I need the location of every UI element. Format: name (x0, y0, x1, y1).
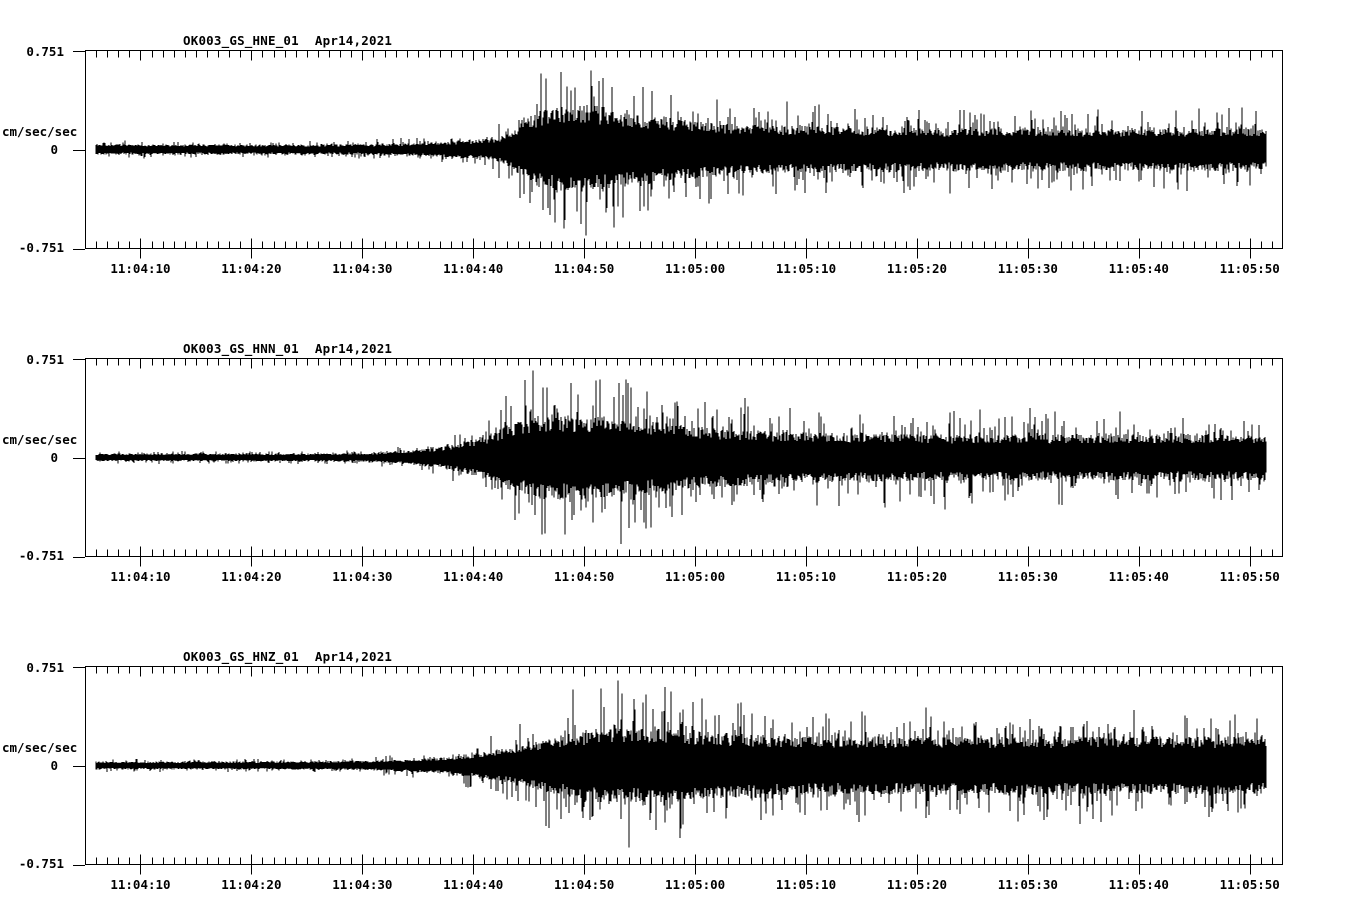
y-axis-min-label: -0.751 (18, 856, 64, 871)
x-tick-label: 11:05:10 (775, 261, 837, 276)
x-tick-label: 11:05:20 (886, 569, 948, 584)
x-tick-label: 11:05:50 (1219, 569, 1280, 584)
x-tick-label: 11:05:40 (1108, 569, 1169, 584)
y-axis-min-label: -0.751 (18, 548, 64, 563)
x-tick-label: 11:04:30 (332, 261, 393, 276)
panel-title-date: Apr14,2021 (314, 33, 393, 48)
y-axis-unit-label: cm/sec/sec (2, 431, 78, 447)
y-axis-zero-label: 0 (50, 449, 58, 465)
x-tick-label: 11:05:30 (997, 569, 1058, 584)
y-axis-unit-label: cm/sec/sec (2, 739, 78, 755)
panel-title-station: OK003_GS_HNN_01 (183, 341, 299, 356)
x-tick-label: 11:05:40 (1108, 877, 1169, 892)
x-tick-label: 11:05:00 (664, 261, 726, 276)
x-tick-label: 11:04:20 (221, 877, 282, 892)
x-tick-label: 11:04:40 (443, 261, 504, 276)
y-axis-min-label: -0.751 (18, 240, 64, 255)
x-tick-label: 11:04:20 (221, 261, 282, 276)
panel-title-station: OK003_GS_HNE_01 (183, 33, 299, 48)
x-tick-label: 11:05:00 (664, 877, 726, 892)
x-tick-label: 11:05:10 (775, 877, 837, 892)
y-axis-max-label: 0.751 (26, 44, 64, 59)
x-tick-label: 11:04:50 (554, 261, 615, 276)
panel-title-date: Apr14,2021 (314, 649, 393, 664)
x-tick-label: 11:04:40 (443, 877, 504, 892)
panel-title-date: Apr14,2021 (314, 341, 393, 356)
y-axis-max-label: 0.751 (26, 352, 64, 367)
seismic-trace-hnz (95, 680, 1267, 848)
y-axis-zero-label: 0 (50, 141, 58, 157)
x-tick-label: 11:05:40 (1108, 261, 1169, 276)
x-tick-label: 11:04:50 (554, 877, 615, 892)
x-tick-label: 11:04:40 (443, 569, 504, 584)
y-axis-zero-label: 0 (50, 757, 58, 773)
x-tick-label: 11:04:30 (332, 569, 393, 584)
x-tick-label: 11:04:20 (221, 569, 282, 584)
panel-title: OK003_GS_HNZ_01 Apr14,2021 (183, 649, 392, 664)
x-tick-label: 11:05:30 (997, 261, 1058, 276)
x-tick-label: 11:04:10 (110, 877, 171, 892)
x-tick-label: 11:05:30 (997, 877, 1058, 892)
panel-title-station: OK003_GS_HNZ_01 (183, 649, 299, 664)
x-tick-label: 11:05:50 (1219, 877, 1280, 892)
x-tick-label: 11:05:10 (775, 569, 837, 584)
x-tick-label: 11:05:00 (664, 569, 726, 584)
y-axis-unit-label: cm/sec/sec (2, 123, 78, 139)
x-tick-label: 11:04:10 (110, 569, 171, 584)
panel-title: OK003_GS_HNN_01 Apr14,2021 (183, 341, 392, 356)
x-tick-label: 11:05:20 (886, 261, 948, 276)
x-tick-label: 11:04:30 (332, 877, 393, 892)
y-axis-max-label: 0.751 (26, 660, 64, 675)
panel-title: OK003_GS_HNE_01 Apr14,2021 (183, 33, 392, 48)
x-tick-label: 11:04:10 (110, 261, 171, 276)
x-tick-label: 11:04:50 (554, 569, 615, 584)
x-tick-label: 11:05:20 (886, 877, 948, 892)
x-tick-label: 11:05:50 (1219, 261, 1280, 276)
